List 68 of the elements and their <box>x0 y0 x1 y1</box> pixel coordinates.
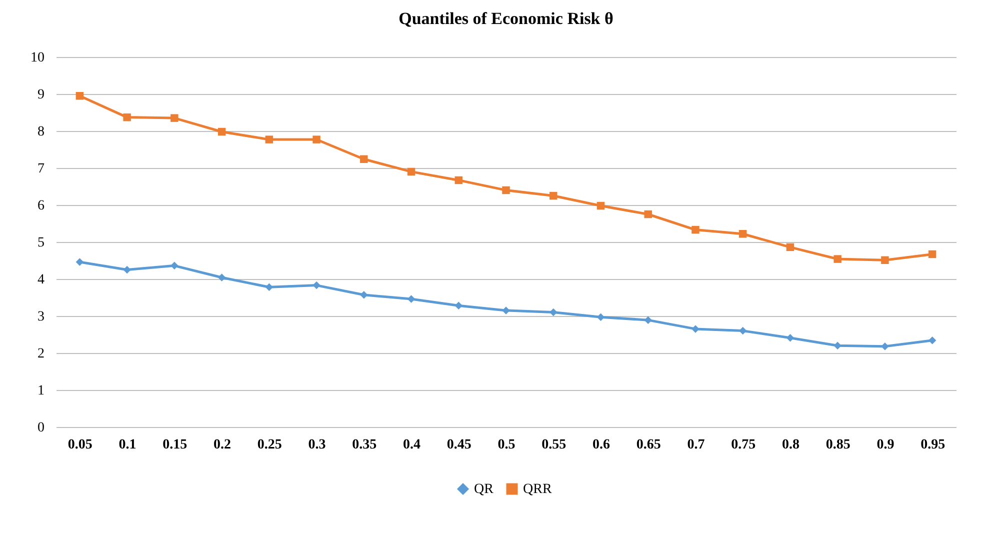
x-tick-label: 0.35 <box>352 438 377 452</box>
point <box>644 316 652 324</box>
chart-title: Quantiles of Economic Risk θ <box>398 9 614 28</box>
x-tick-label: 0.3 <box>308 438 326 452</box>
y-tick-label: 0 <box>38 420 44 436</box>
point <box>596 202 605 210</box>
point <box>928 336 936 344</box>
point <box>928 250 936 258</box>
point <box>549 308 558 316</box>
x-tick-label: 0.4 <box>403 438 421 452</box>
point <box>407 168 416 176</box>
y-tick-label: 8 <box>38 124 44 140</box>
point <box>170 114 178 122</box>
point <box>123 266 131 274</box>
y-tick-label: 9 <box>38 88 44 102</box>
point <box>786 334 794 342</box>
legend-label: QRR <box>523 482 552 497</box>
point <box>218 274 226 282</box>
point <box>502 186 510 194</box>
point <box>218 128 226 136</box>
point <box>738 326 747 335</box>
y-tick-label: 5 <box>38 236 44 250</box>
point <box>644 210 652 218</box>
x-tick-label: 0.25 <box>257 438 282 452</box>
x-tick-label: 0.2 <box>214 438 232 452</box>
y-tick-label: 2 <box>38 346 44 362</box>
x-tick-label: 0.45 <box>446 438 472 452</box>
point <box>312 281 320 290</box>
point <box>549 192 558 200</box>
x-tick-label: 0.5 <box>498 438 516 452</box>
x-tick-label: 0.15 <box>162 438 188 452</box>
x-tick-label: 0.05 <box>68 438 92 452</box>
x-tick-label: 0.8 <box>782 438 800 452</box>
y-tick-label: 6 <box>38 198 44 214</box>
point <box>881 256 889 264</box>
point <box>360 291 368 299</box>
y-tick-label: 10 <box>30 50 44 66</box>
point <box>738 230 747 238</box>
y-tick-label: 3 <box>38 310 44 324</box>
point <box>76 258 84 266</box>
x-tick-label: 0.65 <box>636 438 661 452</box>
point <box>881 342 889 350</box>
y-tick-label: 4 <box>38 272 44 288</box>
point <box>360 155 368 163</box>
legend-label: QR <box>474 482 494 497</box>
y-tick-label: 1 <box>38 384 44 398</box>
x-tick-label: 0.7 <box>687 438 705 452</box>
point <box>692 226 700 234</box>
point <box>265 136 274 144</box>
point <box>76 92 84 100</box>
x-tick-label: 0.1 <box>118 438 136 452</box>
point <box>834 342 842 350</box>
y-tick-label: 7 <box>38 162 44 176</box>
point <box>834 255 842 263</box>
x-tick-label: 0.75 <box>731 438 756 452</box>
point <box>170 262 178 270</box>
x-tick-label: 0.9 <box>876 438 894 452</box>
point <box>502 306 510 314</box>
point <box>123 113 131 122</box>
x-tick-label: 0.95 <box>920 438 946 452</box>
point <box>312 136 320 144</box>
x-tick-label: 0.85 <box>826 438 850 452</box>
x-tick-label: 0.6 <box>592 438 610 452</box>
x-tick-label: 0.55 <box>542 438 566 452</box>
point <box>692 325 700 333</box>
point <box>454 302 463 310</box>
point <box>454 176 463 184</box>
point <box>786 243 794 252</box>
